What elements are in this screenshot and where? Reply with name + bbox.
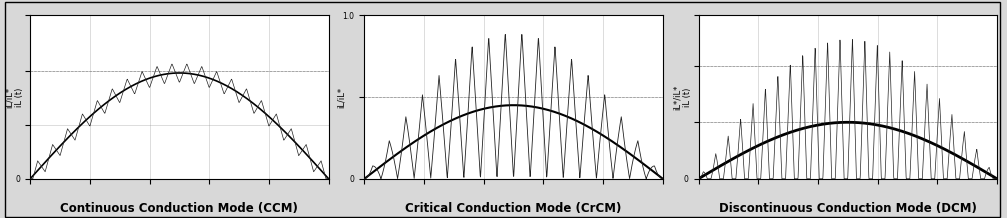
Text: Continuous Conduction Mode (CCM): Continuous Conduction Mode (CCM) bbox=[60, 202, 298, 215]
Text: Critical Conduction Mode (CrCM): Critical Conduction Mode (CrCM) bbox=[406, 202, 621, 215]
Y-axis label: iL/iL*
iL (t): iL/iL* iL (t) bbox=[4, 87, 24, 107]
Text: Discontinuous Conduction Mode (DCM): Discontinuous Conduction Mode (DCM) bbox=[719, 202, 977, 215]
Y-axis label: iL*/iL*
iL (t): iL*/iL* iL (t) bbox=[673, 84, 692, 110]
Y-axis label: iL/iL*: iL/iL* bbox=[336, 87, 345, 107]
